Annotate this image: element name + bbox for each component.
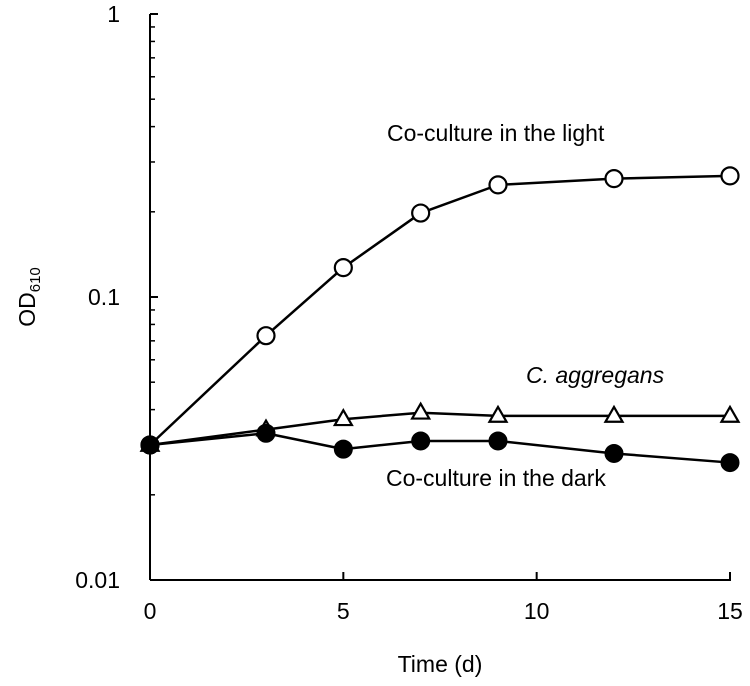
- y-axis-title-main: OD: [14, 292, 40, 327]
- series-2-point-4: [488, 431, 508, 451]
- series-label-aggregans: C. aggregans: [526, 362, 665, 388]
- series-2-point-5: [604, 443, 624, 463]
- x-tick-label-15: 15: [717, 598, 743, 624]
- tick-labels: 0 5 10 15 0.01 0.1 1: [75, 1, 743, 624]
- series-1-point-6: [719, 404, 741, 423]
- series-1-point-5: [603, 404, 625, 423]
- series-2-point-1: [256, 423, 276, 443]
- series-0-point-5: [604, 169, 624, 189]
- series-0-point-3: [411, 203, 431, 223]
- series-2-point-6: [720, 453, 740, 473]
- series-0-point-1: [256, 326, 276, 346]
- series-line-0: [149, 174, 731, 446]
- x-tick-label-10: 10: [524, 598, 550, 624]
- series-label-dark: Co-culture in the dark: [386, 465, 606, 491]
- series-0-point-6: [720, 166, 740, 186]
- y-tick-label-0.01: 0.01: [75, 567, 120, 593]
- x-axis-title: Time (d): [398, 651, 483, 677]
- axis-ticks: [149, 13, 731, 581]
- y-tick-label-0.1: 0.1: [88, 284, 120, 310]
- x-tick-label-5: 5: [337, 598, 350, 624]
- series-1-point-2: [332, 407, 354, 427]
- series-2-point-0: [140, 435, 160, 455]
- series-2-point-3: [411, 431, 431, 451]
- series-label-light: Co-culture in the light: [387, 120, 605, 146]
- y-axis-title: OD610: [14, 267, 44, 327]
- y-axis-title-subscript: 610: [27, 267, 44, 292]
- series-2-point-2: [333, 439, 353, 459]
- series-line-2: [149, 432, 731, 464]
- series-0-point-4: [488, 175, 508, 195]
- series-markers: [139, 166, 741, 473]
- y-tick-label-1: 1: [107, 1, 120, 27]
- series-1-point-4: [487, 404, 509, 423]
- series-lines: [149, 174, 731, 464]
- series-0-point-2: [333, 258, 353, 278]
- x-tick-label-0: 0: [144, 598, 157, 624]
- series-1-point-3: [410, 401, 432, 420]
